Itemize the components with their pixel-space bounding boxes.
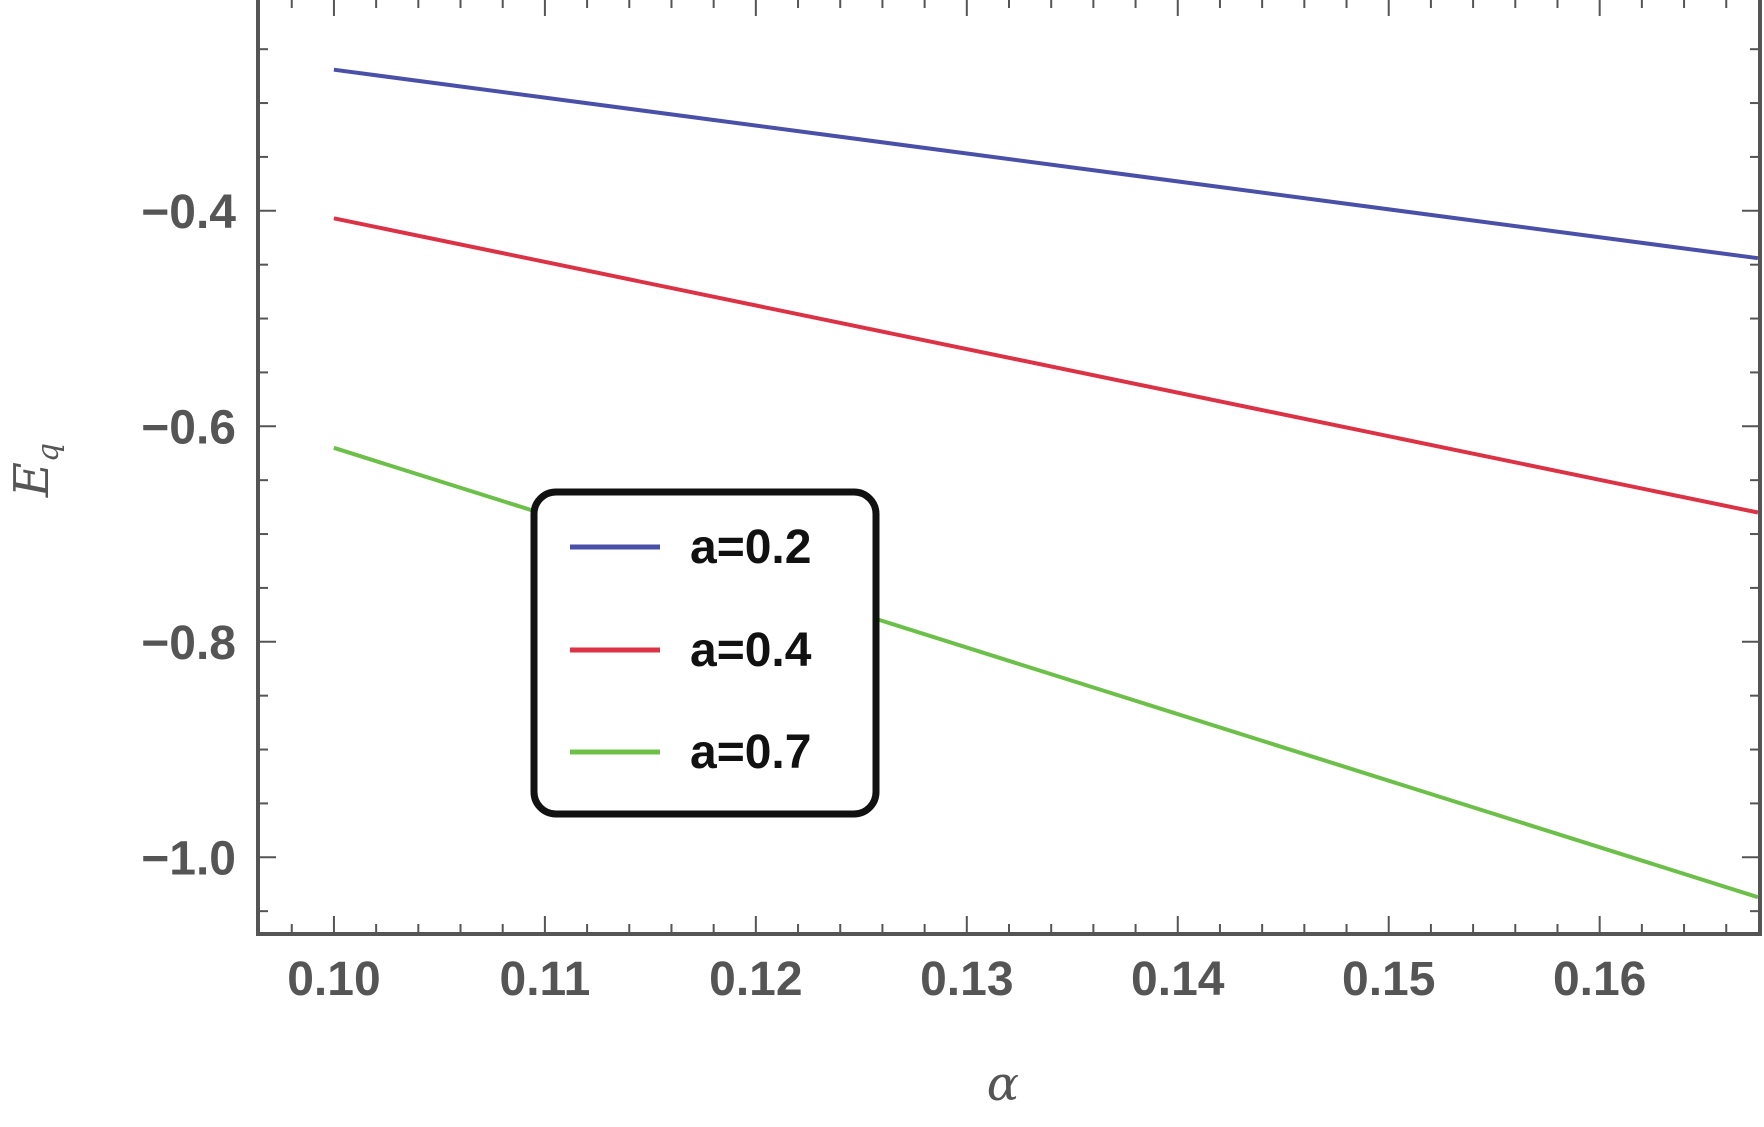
- x-tick-label: 0.10: [287, 953, 380, 1006]
- legend-box: [530, 488, 880, 818]
- legend-label-a02: a=0.2: [690, 521, 811, 574]
- y-tick-labels: −0.4 −0.6 −0.8 −1.0: [141, 186, 236, 885]
- legend-label-a04: a=0.4: [690, 624, 812, 677]
- x-tick-label: 0.13: [920, 953, 1013, 1006]
- legend-label-a07: a=0.7: [690, 726, 811, 779]
- y-tick-label: −0.8: [141, 617, 236, 670]
- legend: a=0.2 a=0.4 a=0.7: [530, 488, 880, 818]
- plot-frame: [256, 0, 1762, 936]
- x-tick-labels: 0.10 0.11 0.12 0.13 0.14 0.15 0.16: [287, 953, 1646, 1006]
- y-tick-label: −1.0: [141, 832, 236, 885]
- x-tick-label: 0.14: [1131, 953, 1225, 1006]
- axis-ticks: [258, 0, 1760, 934]
- y-axis-title-subscript: q: [31, 443, 66, 462]
- y-axis-title: Eq: [4, 443, 66, 498]
- x-tick-label: 0.15: [1342, 953, 1435, 1006]
- svg-text:Eq: Eq: [4, 443, 66, 498]
- y-tick-label: −0.6: [141, 401, 236, 454]
- y-axis-title-main: E: [4, 462, 60, 498]
- series-line-a02: [333, 67, 1759, 261]
- y-tick-label: −0.4: [141, 186, 236, 239]
- x-tick-label: 0.11: [500, 953, 591, 1006]
- series-line-a04: [333, 216, 1759, 515]
- x-tick-label: 0.16: [1553, 953, 1646, 1006]
- x-tick-label: 0.12: [709, 953, 802, 1006]
- x-axis-title: α: [987, 1056, 1019, 1112]
